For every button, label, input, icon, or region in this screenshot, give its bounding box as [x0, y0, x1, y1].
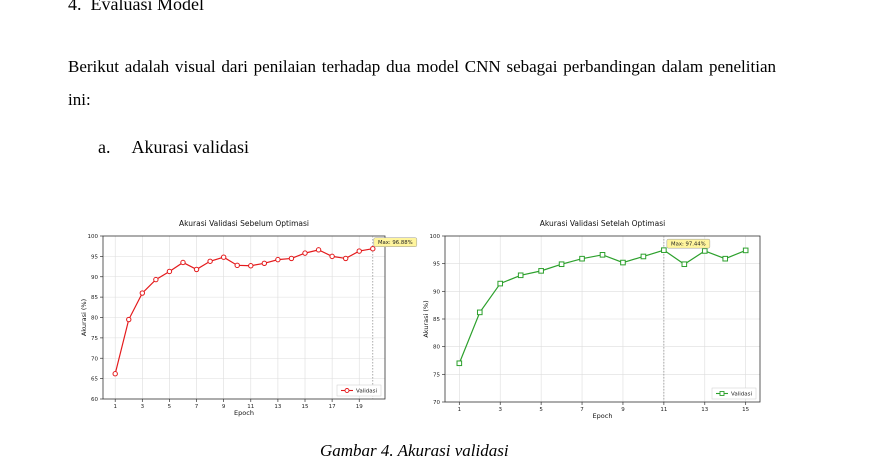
series-line — [458, 249, 746, 364]
legend-box — [336, 384, 382, 397]
data-point — [180, 259, 186, 266]
data-point — [248, 263, 254, 269]
y-tick-label: 100 — [430, 234, 441, 240]
x-tick-label: 13 — [274, 404, 281, 410]
data-point — [220, 254, 227, 260]
y-tick-label: 70 — [91, 356, 98, 362]
y-tick-label: 65 — [91, 377, 98, 383]
data-point — [558, 261, 565, 268]
y-tick-label: 80 — [91, 316, 98, 322]
y-tick-label: 80 — [433, 345, 440, 351]
y-tick-label: 90 — [91, 275, 98, 281]
data-point — [329, 253, 335, 260]
figure-caption: Gambar 4. Akurasi validasi — [320, 441, 509, 460]
y-tick-label: 90 — [433, 289, 440, 295]
legend-label: Validasi — [731, 392, 752, 398]
data-point — [126, 316, 132, 323]
data-point — [599, 252, 606, 258]
data-point — [261, 260, 268, 267]
y-tick-label: 85 — [91, 295, 98, 301]
data-point — [193, 266, 200, 273]
x-tick-label: 19 — [356, 404, 363, 410]
y-tick-label: 95 — [433, 262, 440, 268]
section-heading: 4. Evaluasi Model — [68, 0, 204, 15]
data-point — [288, 255, 295, 262]
data-point — [370, 246, 376, 252]
x-tick-label: 9 — [222, 404, 226, 410]
x-tick-label: 1 — [458, 407, 462, 413]
x-tick-label: 7 — [195, 404, 199, 410]
chart-title: Akurasi Validasi Setelah Optimasi — [540, 219, 665, 228]
x-tick-label: 11 — [247, 404, 254, 410]
section-title: Evaluasi Model — [90, 0, 204, 14]
data-point — [476, 309, 483, 316]
x-tick-label: 11 — [660, 407, 667, 413]
y-tick-label: 100 — [88, 234, 99, 240]
section-number: 4. — [68, 0, 82, 14]
y-tick-label: 70 — [433, 400, 440, 406]
data-point — [315, 247, 322, 253]
data-point — [275, 256, 281, 263]
data-point — [356, 248, 362, 254]
data-point — [112, 371, 118, 377]
y-tick-label: 85 — [433, 317, 440, 323]
x-tick-label: 1 — [113, 404, 117, 410]
max-annotation-box — [666, 238, 711, 249]
data-point — [640, 253, 647, 260]
x-tick-label: 13 — [701, 407, 708, 413]
x-tick-label: 17 — [329, 404, 336, 410]
data-point — [302, 250, 308, 256]
data-point — [234, 262, 240, 269]
data-point — [538, 268, 544, 274]
data-point — [139, 290, 146, 296]
x-tick-label: 5 — [539, 407, 543, 413]
y-tick-label: 60 — [91, 397, 98, 403]
max-annotation-text: Max: 97.44% — [671, 241, 706, 247]
data-point — [342, 255, 349, 262]
legend-marker — [719, 391, 725, 396]
legend-box — [711, 387, 757, 400]
data-point — [497, 280, 504, 287]
x-tick-label: 9 — [621, 407, 625, 413]
x-axis-label: Epoch — [593, 412, 613, 420]
x-tick-label: 3 — [141, 404, 145, 410]
y-axis-label: Akurasi (%) — [80, 299, 88, 336]
data-point — [456, 360, 463, 367]
x-tick-label: 15 — [742, 407, 749, 413]
subsection-title: Akurasi validasi — [131, 137, 249, 157]
x-axis-label: Epoch — [234, 409, 254, 417]
chart-title: Akurasi Validasi Sebelum Optimasi — [179, 219, 309, 228]
x-tick-label: 7 — [580, 407, 584, 413]
data-point — [517, 272, 524, 279]
data-point — [153, 276, 159, 283]
x-tick-label: 5 — [168, 404, 172, 410]
y-tick-label: 95 — [91, 254, 98, 260]
data-point — [661, 247, 667, 253]
max-annotation-box — [373, 237, 418, 247]
y-axis-label: Akurasi (%) — [422, 300, 430, 337]
data-point — [681, 261, 688, 268]
data-point — [742, 247, 749, 254]
subsection-heading: a. Akurasi validasi — [98, 137, 249, 158]
data-point — [620, 259, 626, 266]
data-point — [207, 258, 213, 264]
data-point — [166, 268, 173, 275]
data-point — [579, 255, 585, 262]
data-point — [722, 255, 729, 262]
legend-label: Validasi — [356, 389, 377, 395]
x-tick-label: 15 — [302, 404, 309, 410]
subsection-letter: a. — [98, 137, 111, 157]
x-tick-label: 3 — [498, 407, 502, 413]
intro-paragraph: Berikut adalah visual dari penilaian ter… — [68, 57, 776, 109]
y-tick-label: 75 — [91, 336, 98, 342]
y-tick-label: 75 — [433, 372, 440, 378]
legend-marker — [344, 388, 350, 393]
max-annotation-text: Max: 96.88% — [378, 240, 413, 246]
data-point — [701, 248, 708, 254]
